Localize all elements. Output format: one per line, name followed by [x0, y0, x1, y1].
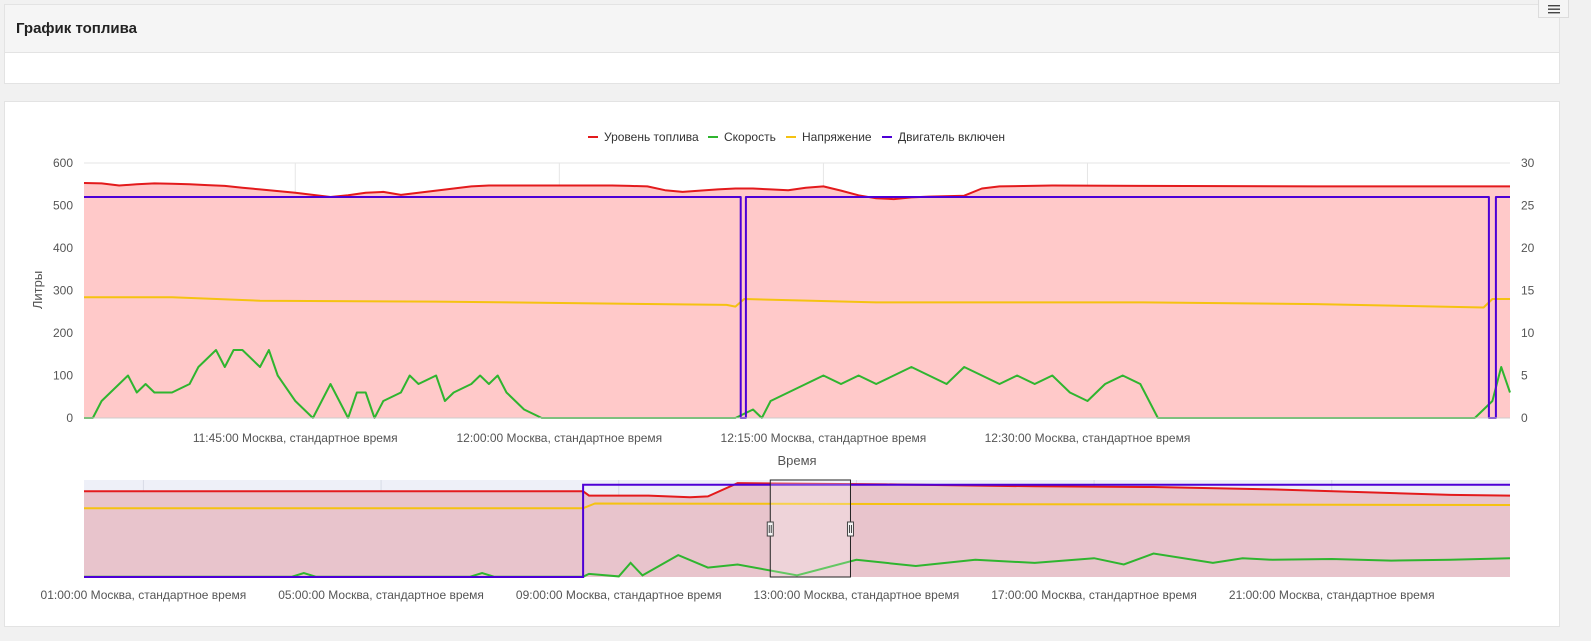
y-left-tick-label: 400 [53, 241, 73, 255]
legend: Уровень топлива Скорость Напряжение Двигате… [588, 130, 1005, 144]
navigator-line-Уровень топлива [84, 482, 1511, 499]
navigator-line-Напряжение [84, 502, 1511, 510]
series-layer [83, 182, 1511, 419]
navigator-handle-grip [766, 521, 774, 537]
navigator-tick-label: 09:00:00 Москва, стандартное время [516, 588, 722, 602]
navigator-tick-label: 01:00:00 Москва, стандартное время [41, 588, 247, 602]
page-title: График топлива [16, 20, 137, 37]
navigator-handle[interactable] [766, 521, 774, 537]
navigator-line-Двигатель включен [84, 483, 1510, 578]
y-right-tick-label: 25 [1521, 199, 1535, 213]
x-tick-label: 11:45:00 Москва, стандартное время [193, 431, 398, 445]
navigator: 01:00:00 Москва, стандартное время 05:00:… [41, 479, 1511, 602]
navigator-tick-label: 13:00:00 Москва, стандартное время [754, 588, 960, 602]
legend-label: Напряжение [802, 130, 872, 144]
legend-label: Уровень топлива [604, 130, 699, 144]
y-right-tick-label: 30 [1521, 156, 1535, 170]
page-header-bar: График топлива [5, 5, 1559, 53]
navigator-handle-grip [846, 521, 854, 537]
y-right-tick-label: 0 [1521, 411, 1528, 425]
page-header: График топлива [4, 4, 1560, 84]
y-left-tick-label: 100 [53, 369, 73, 383]
navigator-line-Скорость [84, 552, 1511, 578]
legend-item: Двигатель включен [882, 130, 1005, 144]
x-tick-label: 12:15:00 Москва, стандартное время [721, 431, 927, 445]
x-tick-label: 12:30:00 Москва, стандартное время [985, 431, 1191, 445]
y-left-tick-label: 0 [66, 411, 73, 425]
legend-label: Скорость [724, 130, 776, 144]
y-right-tick-label: 15 [1521, 284, 1535, 298]
series-line-Скорость [84, 349, 1511, 419]
y-right-tick-label: 10 [1521, 326, 1535, 340]
navigator-tick-label: 17:00:00 Москва, стандартное время [991, 588, 1197, 602]
y-right-tick-label: 5 [1521, 369, 1528, 383]
series-line-Двигатель включен [84, 196, 1510, 419]
legend-item: Напряжение [786, 130, 872, 144]
x-axis-label: Время [777, 453, 816, 468]
navigator-selection [769, 479, 851, 578]
y-left-tick-label: 200 [53, 326, 73, 340]
navigator-tick-label: 05:00:00 Москва, стандартное время [278, 588, 484, 602]
hamburger-menu-icon [1547, 4, 1560, 13]
axes-layer: 0 100 200 300 400 500 600 0 5 10 15 20 25 30 11:45:00 … [53, 156, 1535, 445]
y-left-tick-label: 600 [53, 156, 73, 170]
legend-item: Скорость [708, 130, 776, 144]
y-left-tick-label: 500 [53, 199, 73, 213]
legend-item: Уровень топлива [588, 130, 699, 144]
navigator-handle[interactable] [846, 521, 854, 537]
y-right-tick-label: 20 [1521, 241, 1535, 255]
menu-button[interactable] [1538, 0, 1569, 18]
series-line-Напряжение [84, 296, 1510, 309]
y-left-tick-label: 300 [53, 284, 73, 298]
x-tick-label: 12:00:00 Москва, стандартное время [456, 431, 662, 445]
navigator-tick-label: 21:00:00 Москва, стандартное время [1229, 588, 1435, 602]
y-axis-label: Литры [30, 271, 45, 309]
legend-label: Двигатель включен [898, 130, 1005, 144]
